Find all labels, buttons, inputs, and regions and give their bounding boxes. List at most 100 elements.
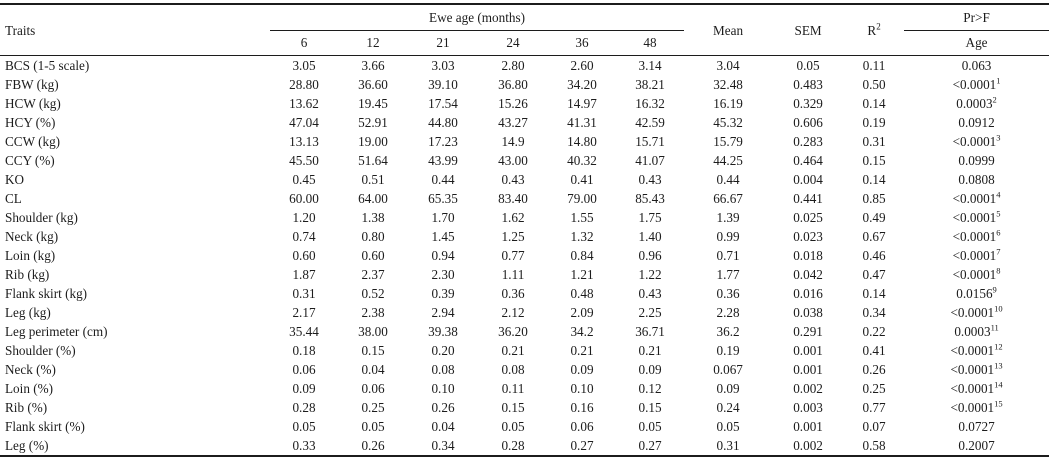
pr-value: <0.0001: [952, 210, 997, 225]
table-row: HCY (%) 47.04 52.91 44.80 43.27 41.31 42.59 45.…: [0, 113, 1049, 132]
pr-value-cell: <0.000110: [904, 303, 1049, 322]
value-cell: 36.60: [358, 77, 388, 92]
trait-cell: FBW (kg): [5, 77, 59, 92]
value-cell: 15.71: [635, 134, 665, 149]
footnote-superscript: 9: [992, 284, 997, 295]
pr-value: <0.0001: [952, 248, 997, 263]
value-cell: 0.05: [638, 419, 662, 434]
value-cell: 1.21: [570, 267, 594, 282]
value-cell: 36.71: [635, 324, 665, 339]
value-cell: 17.23: [428, 134, 458, 149]
value-cell: 2.25: [638, 305, 662, 320]
value-cell: 0.96: [638, 248, 662, 263]
value-cell: 0.002: [793, 381, 823, 396]
value-cell: 0.14: [862, 172, 886, 187]
pr-value-cell: 0.00032: [904, 94, 1049, 113]
value-cell: 0.001: [793, 419, 823, 434]
value-cell: 0.004: [793, 172, 823, 187]
value-cell: 0.15: [361, 343, 385, 358]
trait-cell: Rib (kg): [5, 267, 50, 282]
footnote-superscript: 2: [992, 94, 997, 105]
value-cell: 14.9: [501, 134, 525, 149]
value-cell: 2.37: [361, 267, 385, 282]
footnote-superscript: 3: [996, 132, 1001, 143]
value-cell: 0.51: [361, 172, 385, 187]
pr-value: <0.0001: [950, 305, 995, 320]
value-cell: 0.483: [793, 77, 823, 92]
value-cell: 0.27: [638, 438, 662, 453]
value-cell: 13.62: [289, 96, 319, 111]
value-cell: 64.00: [358, 191, 388, 206]
value-cell: 0.19: [862, 115, 886, 130]
value-cell: 43.27: [498, 115, 528, 130]
value-cell: 16.19: [713, 96, 743, 111]
table-row: CL 60.00 64.00 65.35 83.40 79.00 85.43 66.67 0.4…: [0, 189, 1049, 208]
pr-value: 0.0156: [956, 286, 993, 301]
value-cell: 0.77: [862, 400, 886, 415]
footnote-superscript: 7: [996, 246, 1001, 257]
pr-value-cell: <0.00016: [904, 227, 1049, 246]
value-cell: 0.36: [716, 286, 740, 301]
column-header-mean: Mean: [713, 22, 744, 38]
table-row: Shoulder (kg) 1.20 1.38 1.70 1.62 1.55 1.75 1.3…: [0, 208, 1049, 227]
value-cell: 0.11: [501, 381, 525, 396]
trait-cell: HCW (kg): [5, 96, 61, 111]
value-cell: 0.99: [716, 229, 740, 244]
value-cell: 0.09: [716, 381, 740, 396]
value-cell: 1.45: [431, 229, 455, 244]
value-cell: 34.2: [570, 324, 594, 339]
value-cell: 0.05: [501, 419, 525, 434]
trait-cell: CCY (%): [5, 153, 55, 168]
value-cell: 0.05: [292, 419, 316, 434]
value-cell: 45.50: [289, 153, 319, 168]
value-cell: 39.38: [428, 324, 458, 339]
pr-value: 0.2007: [958, 438, 995, 453]
value-cell: 0.08: [431, 362, 455, 377]
pr-value: 0.0999: [958, 153, 995, 168]
value-cell: 2.30: [431, 267, 455, 282]
value-cell: 0.41: [862, 343, 886, 358]
trait-cell: CL: [5, 191, 22, 206]
table-row: Loin (%) 0.09 0.06 0.10 0.11 0.10 0.12 0.09 0.00…: [0, 379, 1049, 398]
pr-value: <0.0001: [952, 191, 997, 206]
footnote-superscript: 15: [994, 398, 1003, 409]
value-cell: 0.09: [292, 381, 316, 396]
table-row: Loin (kg) 0.60 0.60 0.94 0.77 0.84 0.96 0.71 0.0…: [0, 246, 1049, 265]
value-cell: 0.05: [361, 419, 385, 434]
value-cell: 0.25: [361, 400, 385, 415]
value-cell: 0.038: [793, 305, 823, 320]
value-cell: 0.31: [292, 286, 316, 301]
value-cell: 0.26: [431, 400, 455, 415]
value-cell: 0.60: [361, 248, 385, 263]
value-cell: 3.14: [638, 58, 662, 73]
value-cell: 0.39: [431, 286, 455, 301]
footnote-superscript: 6: [996, 227, 1001, 238]
value-cell: 0.15: [862, 153, 886, 168]
value-cell: 0.31: [716, 438, 740, 453]
value-cell: 0.441: [793, 191, 823, 206]
value-cell: 2.17: [292, 305, 316, 320]
trait-cell: CCW (kg): [5, 134, 61, 149]
value-cell: 0.20: [431, 343, 455, 358]
table-row: Neck (%) 0.06 0.04 0.08 0.08 0.09 0.09 0.067 0.0…: [0, 360, 1049, 379]
pr-value-cell: 0.0999: [904, 151, 1049, 170]
trait-cell: Shoulder (%): [5, 343, 76, 358]
value-cell: 0.14: [862, 96, 886, 111]
pr-value-cell: 0.0727: [904, 417, 1049, 436]
value-cell: 28.80: [289, 77, 319, 92]
table-row: KO 0.45 0.51 0.44 0.43 0.41 0.43 0.44 0.004 0.14 0…: [0, 170, 1049, 189]
value-cell: 2.12: [501, 305, 525, 320]
value-cell: 0.58: [862, 438, 886, 453]
value-cell: 32.48: [713, 77, 743, 92]
value-cell: 13.13: [289, 134, 319, 149]
pr-value: 0.0912: [958, 115, 995, 130]
value-cell: 0.12: [638, 381, 662, 396]
value-cell: 2.38: [361, 305, 385, 320]
value-cell: 14.80: [567, 134, 597, 149]
value-cell: 65.35: [428, 191, 458, 206]
value-cell: 35.44: [289, 324, 319, 339]
value-cell: 1.38: [361, 210, 385, 225]
pr-value-cell: 0.0808: [904, 170, 1049, 189]
column-header-age-36: 36: [575, 35, 589, 50]
value-cell: 36.20: [498, 324, 528, 339]
